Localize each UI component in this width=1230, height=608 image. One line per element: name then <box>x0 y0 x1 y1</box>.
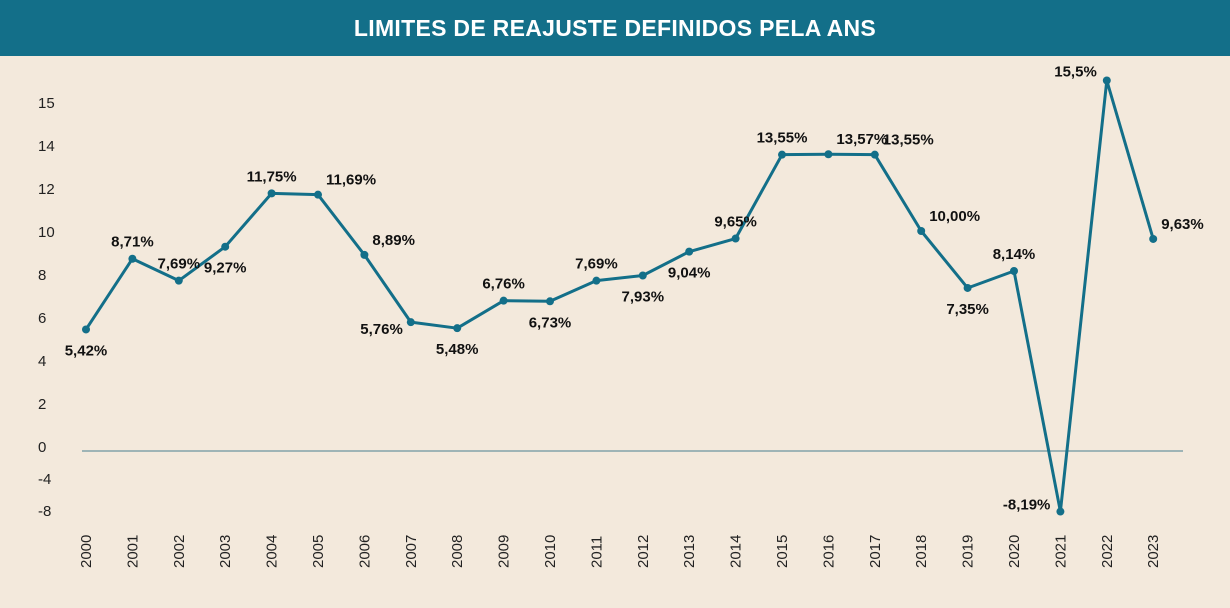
data-point <box>963 283 972 292</box>
x-tick-label: 2017 <box>867 535 884 568</box>
x-tick-label: 2011 <box>588 536 605 568</box>
y-tick-label: 15 <box>38 95 55 112</box>
data-point <box>592 276 601 285</box>
data-point <box>453 324 462 333</box>
data-label: 6,76% <box>482 276 525 293</box>
data-point <box>1056 507 1065 516</box>
data-point <box>638 271 647 280</box>
data-label: 5,76% <box>360 321 403 338</box>
x-tick-label: 2002 <box>171 535 188 568</box>
data-point <box>824 150 833 159</box>
data-point <box>314 190 322 199</box>
data-label: 9,65% <box>714 214 757 231</box>
x-tick-label: 2021 <box>1052 535 1069 568</box>
data-label: 6,73% <box>529 314 572 331</box>
series-line <box>84 79 1155 514</box>
data-point <box>499 296 508 305</box>
x-tick-label: 2020 <box>1006 535 1023 568</box>
data-point <box>267 189 276 198</box>
chart-title: LIMITES DE REAJUSTE DEFINIDOS PELA ANS <box>0 0 1230 56</box>
data-point <box>546 297 554 306</box>
x-tick-label: 2023 <box>1145 535 1162 568</box>
x-tick-label: 2013 <box>681 535 698 568</box>
y-tick-label: 4 <box>38 353 46 370</box>
y-tick-label: 2 <box>38 396 46 413</box>
data-point <box>406 318 415 327</box>
x-tick-label: 2003 <box>217 535 234 568</box>
y-tick-label: 6 <box>38 310 46 327</box>
data-point <box>731 234 740 243</box>
data-point <box>917 227 926 235</box>
x-tick-label: 2010 <box>542 535 559 568</box>
data-point <box>128 254 137 263</box>
y-tick-label: -4 <box>38 471 51 488</box>
data-label: 9,63% <box>1161 216 1204 233</box>
data-label: 9,27% <box>204 260 247 277</box>
data-label: 11,69% <box>326 172 376 189</box>
data-label: 5,42% <box>65 342 108 359</box>
y-tick-label: 14 <box>38 138 55 155</box>
data-label: 8,89% <box>372 232 415 249</box>
x-tick-label: 2012 <box>635 535 652 568</box>
data-label: 7,69% <box>158 256 201 273</box>
data-label: 13,55% <box>883 132 934 149</box>
x-tick-label: 2018 <box>913 535 930 568</box>
x-tick-label: 2022 <box>1099 535 1116 568</box>
data-point <box>221 242 230 251</box>
data-label: 8,14% <box>993 246 1036 263</box>
data-point <box>174 276 183 285</box>
data-point <box>360 250 369 259</box>
x-tick-label: 2014 <box>728 535 745 568</box>
data-label: 7,35% <box>946 301 989 318</box>
data-point <box>778 150 786 159</box>
data-point <box>82 325 90 334</box>
data-point <box>1149 234 1158 243</box>
data-point <box>685 247 694 256</box>
data-label: 8,71% <box>111 234 154 251</box>
x-tick-label: 2019 <box>960 535 977 568</box>
x-tick-label: 2015 <box>774 535 791 568</box>
data-label: 7,69% <box>575 256 618 273</box>
x-tick-label: 2001 <box>124 535 141 568</box>
data-label: 10,00% <box>929 208 980 225</box>
y-tick-label: 8 <box>38 267 46 284</box>
x-tick-label: 2005 <box>310 535 327 568</box>
data-label: 9,04% <box>668 265 711 282</box>
y-tick-label: 12 <box>38 181 55 198</box>
data-point <box>1010 266 1018 275</box>
data-label: -8,19% <box>1003 497 1051 514</box>
x-tick-label: 2009 <box>496 535 513 568</box>
x-tick-label: 2000 <box>78 535 95 568</box>
y-tick-label: -8 <box>38 503 51 520</box>
data-label: 11,75% <box>247 168 297 185</box>
data-point <box>870 150 879 159</box>
y-tick-label: 0 <box>38 439 46 456</box>
x-tick-label: 2004 <box>264 535 281 568</box>
data-label: 5,48% <box>436 341 479 358</box>
data-label: 13,57% <box>836 131 887 148</box>
data-point <box>1102 76 1111 85</box>
data-label: 7,93% <box>622 289 665 306</box>
x-tick-label: 2016 <box>820 535 837 568</box>
data-label: 15,5% <box>1054 64 1097 81</box>
x-tick-label: 2007 <box>403 535 420 568</box>
data-label: 13,55% <box>757 130 808 147</box>
x-tick-label: 2006 <box>356 535 373 568</box>
y-tick-label: 10 <box>38 224 55 241</box>
x-tick-label: 2008 <box>449 535 466 568</box>
